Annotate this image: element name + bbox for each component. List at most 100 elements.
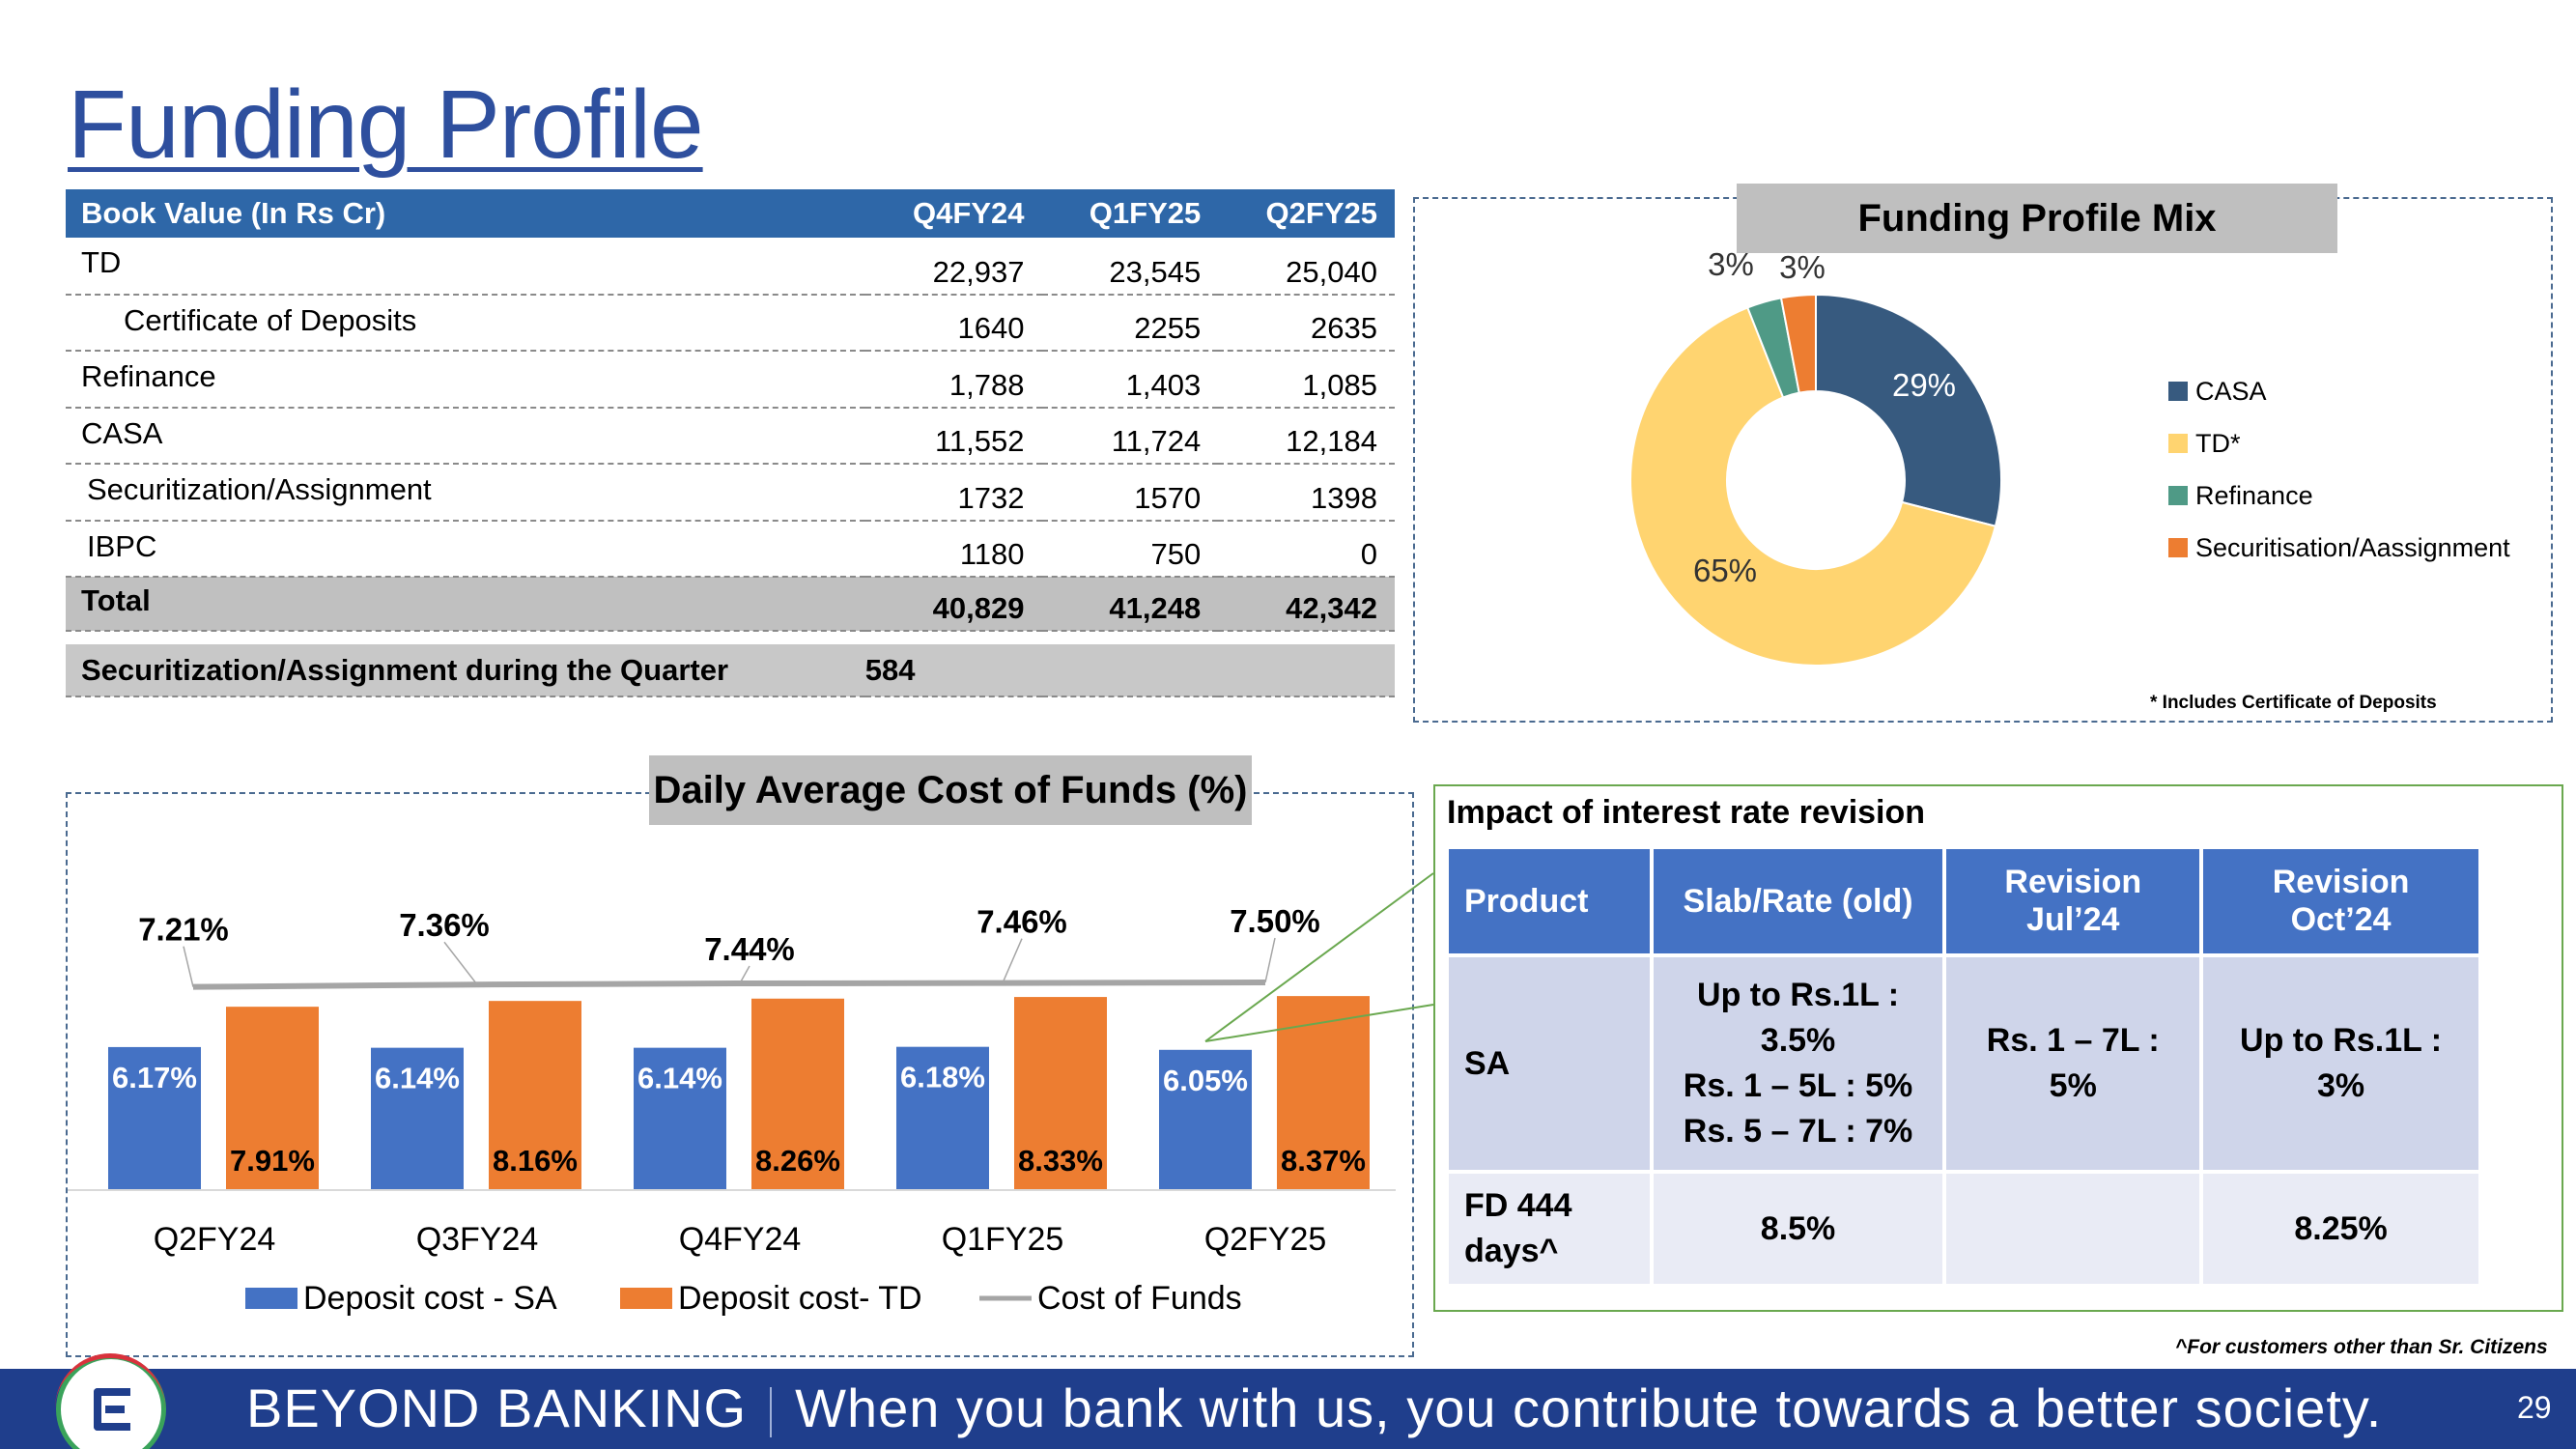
impact-footnote: ^For customers other than Sr. Citizens (2175, 1336, 2548, 1358)
legend-label-sa: Deposit cost - SA (303, 1280, 557, 1317)
header-q2fy25: Q2FY25 (1218, 189, 1395, 238)
row-label: Refinance (66, 351, 865, 409)
cell-value: 1180 (864, 520, 1042, 578)
x-tick-label: Q2FY24 (154, 1221, 276, 1258)
revision-oct-cell: Up to Rs.1L : 3% (2203, 957, 2478, 1170)
table-row: Certificate of Deposits 1640 2255 2635 (66, 294, 1395, 352)
table-header-row: Book Value (In Rs Cr) Q4FY24 Q1FY25 Q2FY… (66, 189, 1395, 238)
table-row: IBPC 1180 750 0 (66, 520, 1395, 578)
bar-deposit-cost-td (226, 1007, 319, 1190)
total-value: 40,829 (864, 577, 1042, 632)
bar-deposit-cost-sa (108, 1046, 201, 1190)
leader-line (443, 941, 478, 985)
cell-value: 1,403 (1041, 351, 1219, 409)
legend-item-td: TD* (2168, 417, 2510, 469)
funding-mix-title: Funding Profile Mix (1737, 184, 2337, 253)
data-label-cost-of-funds: 7.44% (704, 931, 795, 967)
page-number: 29 (2517, 1390, 2552, 1425)
data-label-td: 8.26% (755, 1144, 840, 1178)
data-label-cost-of-funds: 7.36% (399, 907, 490, 943)
cell-value: 0 (1218, 520, 1395, 578)
interest-rate-impact-panel (1433, 784, 2563, 1312)
legend-swatch (2168, 486, 2188, 505)
header-revision-oct: Revision Oct’24 (2203, 849, 2478, 953)
revision-jul-cell (1946, 1174, 2200, 1284)
legend-swatch (2168, 382, 2188, 401)
legend-label-td: Deposit cost- TD (678, 1280, 922, 1317)
old-rate-cell: Up to Rs.1L : 3.5% Rs. 1 – 5L : 5% Rs. 5… (1653, 957, 1943, 1170)
footer-brand: BEYOND BANKING (246, 1378, 748, 1438)
data-label-sa: 6.14% (375, 1062, 460, 1095)
row-label: CASA (66, 407, 865, 465)
table-row: CASA 11,552 11,724 12,184 (66, 407, 1395, 465)
data-label-sa: 6.05% (1163, 1064, 1248, 1097)
leader-line (183, 946, 194, 987)
slice-casa (1815, 293, 2002, 527)
cell-value: 2255 (1041, 294, 1219, 352)
securitization-quarter-label: Securitization/Assignment during the Qua… (66, 644, 865, 697)
bank-logo-icon (55, 1353, 166, 1449)
cell-value: 2635 (1218, 294, 1395, 352)
slice-label: 65% (1693, 553, 1757, 588)
legend-label: TD* (2195, 428, 2241, 458)
leader-line (739, 965, 750, 984)
header-product: Product (1449, 849, 1650, 953)
table-header-row: Product Slab/Rate (old) Revision Jul’24 … (1449, 849, 2478, 953)
row-label: Securitization/Assignment (66, 464, 865, 522)
cell-value: 23,545 (1041, 238, 1219, 296)
leader-line (1264, 937, 1276, 983)
table-row: TD 22,937 23,545 25,040 (66, 238, 1395, 296)
header-revision-jul: Revision Jul’24 (1946, 849, 2200, 953)
revision-oct-cell: 8.25% (2203, 1174, 2478, 1284)
data-label-cost-of-funds: 7.46% (977, 904, 1067, 940)
legend-label: CASA (2195, 376, 2267, 406)
data-label-cost-of-funds: 7.21% (138, 912, 229, 948)
legend-label: Securitisation/Aassignment (2195, 532, 2510, 562)
legend-label: Refinance (2195, 480, 2313, 510)
product-cell: SA (1449, 957, 1650, 1170)
securitization-quarter-value: 584 (864, 644, 1042, 697)
slice-label: 3% (1779, 249, 1826, 285)
cell-value: 11,552 (864, 407, 1042, 465)
legend-item-securitisation: Securitisation/Aassignment (2168, 522, 2510, 574)
total-value: 42,342 (1218, 577, 1395, 632)
book-value-table: Book Value (In Rs Cr) Q4FY24 Q1FY25 Q2FY… (66, 189, 1395, 697)
table-row: Refinance 1,788 1,403 1,085 (66, 351, 1395, 409)
bar-deposit-cost-sa (371, 1047, 464, 1190)
x-tick-label: Q1FY25 (942, 1221, 1064, 1258)
legend-item-refinance: Refinance (2168, 469, 2510, 522)
table-row: Securitization/Assignment 1732 1570 1398 (66, 464, 1395, 522)
total-value: 41,248 (1041, 577, 1219, 632)
total-row: Total 40,829 41,248 42,342 (66, 577, 1395, 632)
cost-of-funds-title: Daily Average Cost of Funds (%) (649, 755, 1252, 825)
product-cell: FD 444 days^ (1449, 1174, 1650, 1284)
data-label-td: 8.33% (1018, 1144, 1103, 1178)
revision-jul-cell: Rs. 1 – 7L : 5% (1946, 957, 2200, 1170)
bar-deposit-cost-sa (896, 1046, 989, 1190)
legend-label-cof: Cost of Funds (1037, 1280, 1242, 1317)
leader-line (1002, 938, 1023, 983)
bar-deposit-cost-td (489, 1001, 581, 1190)
header-q4fy24: Q4FY24 (864, 189, 1042, 238)
row-label: Certificate of Deposits (66, 294, 865, 352)
cell-value: 11,724 (1041, 407, 1219, 465)
table-row-fd: FD 444 days^ 8.5% 8.25% (1449, 1174, 2478, 1284)
page-title: Funding Profile (68, 71, 704, 179)
slice-securitisation (1779, 293, 1817, 394)
legend-swatch (2168, 538, 2188, 557)
data-label-sa: 6.17% (112, 1061, 197, 1094)
x-tick-label: Q2FY25 (1204, 1221, 1327, 1258)
cell-value: 22,937 (864, 238, 1042, 296)
cell-value: 1398 (1218, 464, 1395, 522)
cell-value: 1570 (1041, 464, 1219, 522)
slice-td (1629, 306, 1997, 667)
old-rate-cell: 8.5% (1653, 1174, 1943, 1284)
bar-deposit-cost-sa (634, 1047, 726, 1190)
interest-rate-revision-table: Product Slab/Rate (old) Revision Jul’24 … (1445, 845, 2482, 1288)
row-label: IBPC (66, 520, 865, 578)
data-label-sa: 6.18% (900, 1061, 985, 1094)
header-book-value: Book Value (In Rs Cr) (66, 189, 865, 238)
data-label-td: 8.16% (493, 1144, 578, 1178)
funding-mix-legend: CASA TD* Refinance Securitisation/Aassig… (2168, 365, 2510, 574)
